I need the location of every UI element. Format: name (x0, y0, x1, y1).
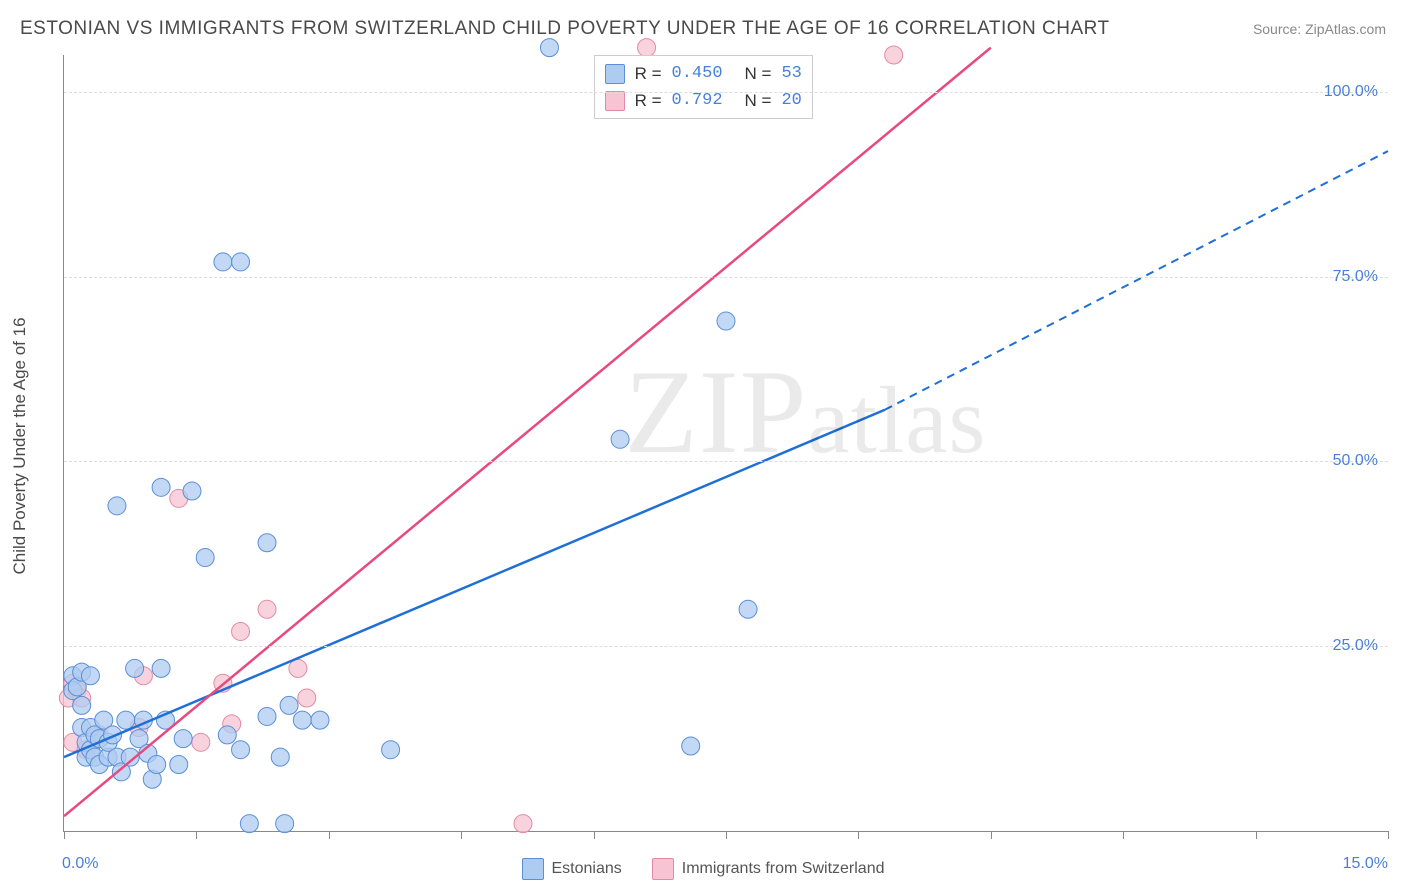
data-point (232, 253, 250, 271)
data-point (183, 482, 201, 500)
x-tick (196, 831, 197, 839)
data-point (117, 711, 135, 729)
data-point (196, 549, 214, 567)
swatch-blue-icon (605, 64, 625, 84)
data-point (739, 600, 757, 618)
data-point (174, 730, 192, 748)
data-point (382, 741, 400, 759)
y-tick-label: 100.0% (1324, 83, 1378, 101)
gridline (64, 646, 1388, 647)
legend-label-pink: Immigrants from Switzerland (682, 860, 885, 878)
trendline-pink (64, 48, 991, 817)
data-point (152, 478, 170, 496)
data-point (271, 748, 289, 766)
data-point (148, 755, 166, 773)
plot-area: ZIPatlas R = 0.450 N = 53 R = 0.792 N = … (63, 55, 1388, 832)
legend-item-blue: Estonians (522, 858, 622, 880)
data-point (240, 815, 258, 833)
y-axis-label: Child Poverty Under the Age of 16 (10, 317, 30, 574)
data-point (192, 733, 210, 751)
data-point (717, 312, 735, 330)
legend: Estonians Immigrants from Switzerland (0, 858, 1406, 880)
x-tick (594, 831, 595, 839)
x-tick (461, 831, 462, 839)
data-point (638, 39, 656, 57)
gridline (64, 277, 1388, 278)
x-tick (1123, 831, 1124, 839)
x-tick (726, 831, 727, 839)
swatch-pink-icon (605, 91, 625, 111)
x-tick (64, 831, 65, 839)
r-value-blue: 0.450 (672, 60, 723, 87)
swatch-pink-icon (652, 858, 674, 880)
data-point (298, 689, 316, 707)
data-point (126, 659, 144, 677)
chart-title: ESTONIAN VS IMMIGRANTS FROM SWITZERLAND … (20, 18, 1110, 40)
data-point (280, 696, 298, 714)
legend-label-blue: Estonians (552, 860, 622, 878)
data-point (682, 737, 700, 755)
data-point (81, 667, 99, 685)
source-label: Source: ZipAtlas.com (1253, 21, 1386, 37)
chart-svg (64, 55, 1388, 831)
data-point (258, 534, 276, 552)
data-point (232, 741, 250, 759)
data-point (311, 711, 329, 729)
data-point (73, 696, 91, 714)
data-point (258, 707, 276, 725)
data-point (152, 659, 170, 677)
data-point (218, 726, 236, 744)
legend-item-pink: Immigrants from Switzerland (652, 858, 885, 880)
data-point (232, 622, 250, 640)
y-tick-label: 75.0% (1333, 268, 1378, 286)
data-point (170, 755, 188, 773)
data-point (293, 711, 311, 729)
data-point (276, 815, 294, 833)
x-tick (858, 831, 859, 839)
x-tick (1388, 831, 1389, 839)
gridline (64, 461, 1388, 462)
x-tick (1256, 831, 1257, 839)
data-point (540, 39, 558, 57)
n-value-blue: 53 (781, 60, 801, 87)
swatch-blue-icon (522, 858, 544, 880)
data-point (214, 253, 232, 271)
x-tick (991, 831, 992, 839)
trendline-blue-dash (885, 151, 1388, 410)
stats-row-blue: R = 0.450 N = 53 (605, 60, 802, 87)
data-point (611, 430, 629, 448)
data-point (108, 497, 126, 515)
y-tick-label: 50.0% (1333, 452, 1378, 470)
data-point (514, 815, 532, 833)
data-point (885, 46, 903, 64)
stats-box: R = 0.450 N = 53 R = 0.792 N = 20 (594, 55, 813, 119)
data-point (258, 600, 276, 618)
y-tick-label: 25.0% (1333, 637, 1378, 655)
x-tick (329, 831, 330, 839)
gridline (64, 92, 1388, 93)
